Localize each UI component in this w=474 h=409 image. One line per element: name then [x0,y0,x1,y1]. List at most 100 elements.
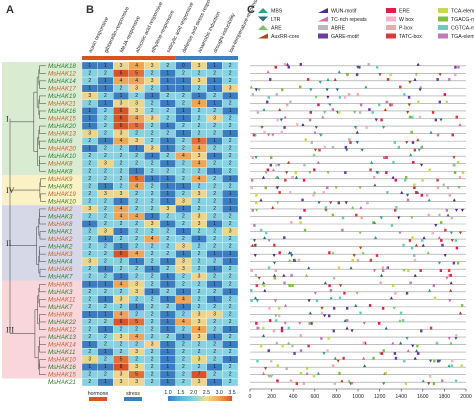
heatmap-cell-value: 3 [182,244,185,250]
heatmap-cell-value: 2 [182,138,185,144]
heatmap-cell-value: 2 [213,161,216,167]
gene-label: MsHAK1 [48,229,72,236]
gene-label: MsHAK20 [48,123,76,130]
promoter-element [434,224,438,227]
promoter-element [456,160,460,164]
promoter-element [347,379,351,383]
promoter-element [443,254,447,258]
heatmap-cell-value: 3 [182,198,185,204]
heatmap-cell-value: 2 [213,357,216,363]
heatmap-cell-value: 2 [182,274,185,280]
promoter-element [338,371,341,375]
promoter-element [280,130,283,134]
heatmap-cell-value: 3 [104,229,107,235]
heatmap-cell-value: 2 [88,168,91,174]
heatmap-cell-value: 2 [166,229,169,235]
promoter-element [372,221,377,224]
promoter-element [405,291,409,295]
promoter-element [294,171,297,175]
heatmap-cell-value: 2 [213,198,216,204]
promoter-element [398,318,402,322]
promoter-element [264,186,267,190]
heatmap-cell-value: 3 [88,259,91,265]
heatmap-cell-value: 2 [229,236,232,242]
heatmap-cell-value: 2 [213,206,216,212]
promoter-element [299,62,303,66]
promoter-element [432,382,436,386]
gene-label: MsHAK2 [48,206,73,213]
heatmap-cell-value: 6 [120,70,123,76]
promoter-element [349,266,353,270]
promoter-element [449,288,453,292]
promoter-element [437,236,441,240]
heatmap-cell-value: 2 [229,63,232,69]
promoter-element [416,344,419,348]
subfamily-label: III [6,325,14,334]
heatmap-cell-value: 2 [135,161,138,167]
heatmap-cell-value: 1 [166,274,169,280]
gene-label: MsHAK19 [48,93,76,100]
promoter-element [343,318,347,322]
heatmap-cell-value: 1 [104,311,107,317]
heatmap-cell-value: 1 [120,274,123,280]
gene-label: MsHAK7 [48,304,73,311]
heatmap-cell-value: 2 [166,244,169,250]
promoter-element [252,133,256,137]
heatmap-cell-value: 2 [182,326,185,332]
heatmap-cell-value: 5 [135,123,138,129]
promoter-element [320,306,324,310]
heatmap-cell-value: 2 [151,364,154,370]
heatmap-cell-value: 2 [135,93,138,99]
heatmap-cell-value: 4 [120,206,123,212]
promoter-element [372,221,375,224]
panel-label-c: C [247,4,255,16]
promoter-element [359,205,363,209]
heatmap-cell-value: 2 [104,70,107,76]
promoter-element [312,193,315,197]
promoter-element [447,364,451,368]
heatmap-cell-value: 6 [120,123,123,129]
heatmap-cell-value: 4 [151,236,154,242]
gene-label: MsHAK3 [48,213,73,220]
promoter-element [255,284,259,288]
promoter-element [461,171,465,175]
gene-label: MsHAK4 [48,259,73,266]
promoter-element [399,85,402,89]
promoter-element [263,130,266,134]
heatmap-cell-value: 2 [229,304,232,310]
promoter-element [384,371,388,375]
promoter-element [436,178,439,182]
promoter-element [389,103,392,107]
promoter-element [452,261,456,265]
promoter-element [355,130,359,134]
promoter-element [323,281,327,285]
heatmap-cell-value: 1 [182,183,185,189]
promoter-element [340,379,344,383]
heatmap-cell-value: 1 [166,372,169,378]
heatmap-cell-value: 2 [229,319,232,325]
gene-label: MsHAK15 [48,116,76,123]
promoter-element [333,77,337,81]
tree-branches [9,65,46,375]
promoter-element [308,321,311,325]
legend-swatch [438,8,448,13]
heatmap-cell-value: 2 [104,342,107,348]
promoter-element [278,306,281,310]
promoter-element [438,359,442,363]
promoter-element [255,299,260,303]
heatmap-cell-value: 1 [166,183,169,189]
gene-label: MsHAK19 [48,191,76,198]
promoter-element [427,198,431,202]
heatmap-cell-value: 2 [151,229,154,235]
promoter-element [442,183,445,187]
heatmap-cell-value: 2 [151,85,154,91]
promoter-element [439,118,443,122]
heatmap-cell-value: 2 [198,296,201,302]
legend-swatch [318,8,328,13]
promoter-element [458,175,462,179]
promoter-element [289,379,293,383]
heatmap-cell-value: 4 [182,296,185,302]
promoter-element [385,156,388,159]
heatmap-cell-value: 2 [88,191,91,197]
heatmap-cell-value: 4 [120,281,123,287]
